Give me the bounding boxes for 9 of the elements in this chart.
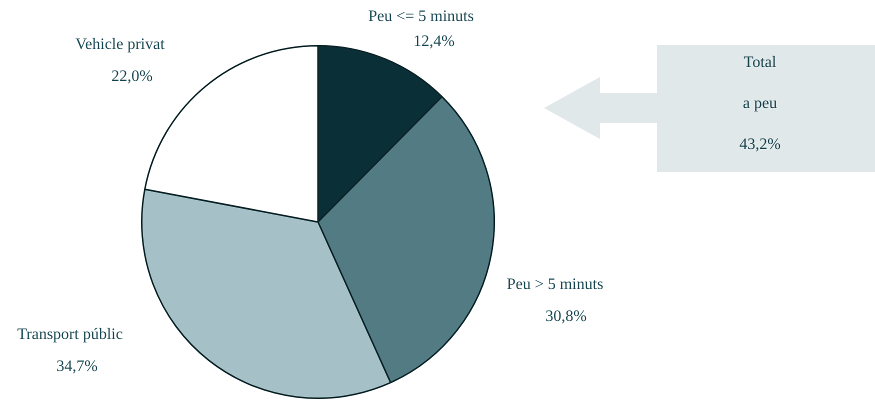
text: Total a peu 43,2% <box>739 54 781 153</box>
data-label: 30,8% <box>545 308 587 326</box>
slice-label: Vehicle privat <box>75 36 166 54</box>
data-label: 34,7% <box>56 358 98 376</box>
data-label: 12,4% <box>413 33 455 50</box>
slice-label: Peu <= 5 minuts <box>368 8 474 26</box>
slice-label: Peu > 5 minuts <box>506 276 604 294</box>
data-label: 22,0% <box>111 68 153 86</box>
slice-label: Transport públic <box>17 326 123 344</box>
